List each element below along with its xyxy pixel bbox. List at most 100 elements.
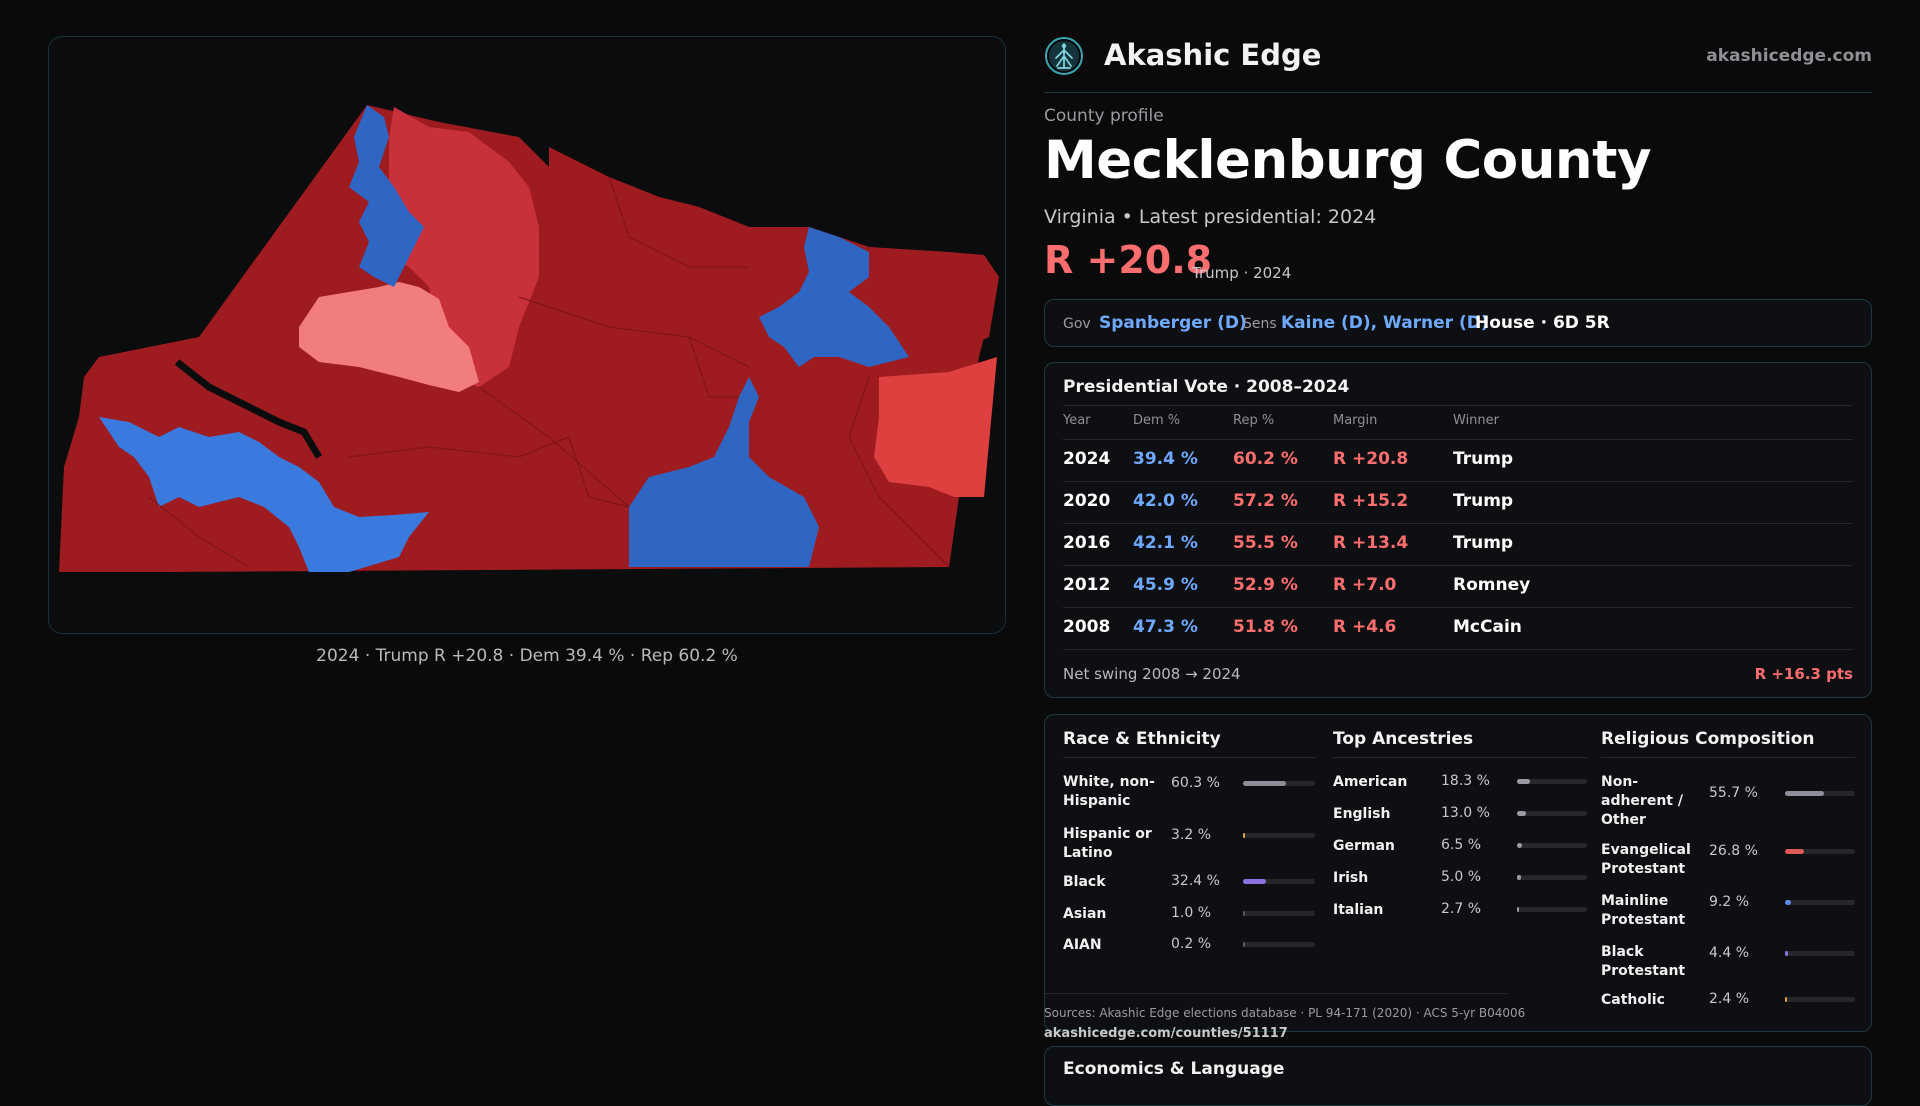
religion-title: Religious Composition xyxy=(1601,729,1815,749)
sources-link[interactable]: akashicedge.com/counties/51117 xyxy=(1044,1026,1288,1041)
race-label: Black xyxy=(1063,874,1106,890)
brand-header: Akashic Edge akashicedge.com xyxy=(1044,36,1872,93)
table-row-divider xyxy=(1063,523,1853,524)
religion-bar-fill xyxy=(1785,997,1787,1002)
ancestry-bar-fill xyxy=(1517,875,1521,880)
governor[interactable]: Spanberger (D) xyxy=(1099,313,1247,333)
row-winner: Trump xyxy=(1453,449,1514,469)
race-bar-track xyxy=(1243,879,1315,884)
map-region-dem-southwest[interactable] xyxy=(99,417,429,572)
latest-margin: R +20.8 xyxy=(1044,238,1213,282)
race-label: White, non-Hispanic xyxy=(1063,774,1155,809)
map-region-light[interactable] xyxy=(299,282,479,392)
race-value: 3.2 % xyxy=(1171,827,1212,843)
map-region-north-center[interactable] xyxy=(379,107,539,387)
race-row: Asian 1.0 % xyxy=(1063,905,1315,945)
demographics-panel: Race & Ethnicity Top Ancestries Religiou… xyxy=(1044,714,1872,1032)
tree-of-life-icon[interactable] xyxy=(1044,36,1084,76)
row-winner: Trump xyxy=(1453,491,1514,511)
header-year: Year xyxy=(1063,413,1091,428)
ancestry-bar-track xyxy=(1517,907,1587,912)
religion-bar-fill xyxy=(1785,951,1789,956)
religion-label: Catholic xyxy=(1601,992,1665,1008)
county-map-panel[interactable] xyxy=(48,36,1006,634)
race-label: Asian xyxy=(1063,906,1107,922)
row-margin: R +7.0 xyxy=(1333,575,1397,595)
map-river xyxy=(174,359,323,459)
latest-margin-note: Trump · 2024 xyxy=(1192,264,1292,282)
ancestry-row: German 6.5 % xyxy=(1333,837,1587,877)
religion-value: 55.7 % xyxy=(1709,785,1758,801)
row-year: 2012 xyxy=(1063,575,1111,595)
religion-row: Black Protestant 4.4 % xyxy=(1601,943,1855,983)
senators[interactable]: Kaine (D), Warner (D) xyxy=(1281,313,1489,333)
religion-value: 26.8 % xyxy=(1709,843,1758,859)
precinct-map[interactable] xyxy=(49,37,1006,634)
race-bar-track xyxy=(1243,833,1315,838)
divider xyxy=(1601,757,1855,758)
precinct-borders xyxy=(148,176,950,568)
brand-name[interactable]: Akashic Edge xyxy=(1104,38,1322,72)
ancestry-row: American 18.3 % xyxy=(1333,773,1587,813)
ancestry-title: Top Ancestries xyxy=(1333,729,1474,749)
ancestry-label: English xyxy=(1333,806,1391,822)
table-row-divider xyxy=(1063,607,1853,608)
map-region-dem-north[interactable] xyxy=(349,105,424,287)
map-region-dem-south[interactable] xyxy=(629,377,819,567)
divider xyxy=(1333,757,1587,758)
row-margin: R +15.2 xyxy=(1333,491,1409,511)
ancestry-bar-fill xyxy=(1517,843,1522,848)
row-dem-pct: 45.9 % xyxy=(1133,575,1198,595)
race-row: Hispanic or Latino 3.2 % xyxy=(1063,825,1315,865)
ancestry-bar-track xyxy=(1517,811,1587,816)
header-margin: Margin xyxy=(1333,413,1378,428)
religion-label: Evangelical Protestant xyxy=(1601,842,1691,877)
brand-url[interactable]: akashicedge.com xyxy=(1706,46,1872,66)
religion-row: Mainline Protestant 9.2 % xyxy=(1601,892,1855,932)
race-bar-fill xyxy=(1243,833,1246,838)
race-bar-fill xyxy=(1243,879,1267,884)
table-row-divider xyxy=(1063,565,1853,566)
row-winner: Romney xyxy=(1453,575,1531,595)
race-row: AIAN 0.2 % xyxy=(1063,936,1315,976)
ancestry-bar-fill xyxy=(1517,779,1530,784)
ancestry-bar-track xyxy=(1517,875,1587,880)
ancestry-value: 2.7 % xyxy=(1441,901,1482,917)
sources-note: Sources: Akashic Edge elections database… xyxy=(1044,1006,1526,1020)
religion-value: 4.4 % xyxy=(1709,945,1750,961)
row-winner: McCain xyxy=(1453,617,1522,637)
economics-title: Economics & Language xyxy=(1063,1059,1285,1079)
table-row-divider xyxy=(1063,481,1853,482)
race-bar-fill xyxy=(1243,942,1245,947)
race-bar-track xyxy=(1243,781,1315,786)
senators-label: Sens xyxy=(1243,316,1277,332)
map-caption: 2024 · Trump R +20.8 · Dem 39.4 % · Rep … xyxy=(316,646,738,666)
map-region-dem-northeast[interactable] xyxy=(759,227,909,367)
religion-bar-track xyxy=(1785,791,1855,796)
race-row: Black 32.4 % xyxy=(1063,873,1315,913)
house-delegation: House · 6D 5R xyxy=(1475,313,1610,333)
row-dem-pct: 47.3 % xyxy=(1133,617,1198,637)
row-dem-pct: 39.4 % xyxy=(1133,449,1198,469)
race-bar-fill xyxy=(1243,911,1245,916)
race-label: Hispanic or Latino xyxy=(1063,826,1152,861)
race-bar-track xyxy=(1243,911,1315,916)
row-rep-pct: 55.5 % xyxy=(1233,533,1298,553)
race-value: 32.4 % xyxy=(1171,873,1220,889)
religion-bar-track xyxy=(1785,900,1855,905)
religion-bar-fill xyxy=(1785,791,1824,796)
religion-bar-track xyxy=(1785,849,1855,854)
race-title: Race & Ethnicity xyxy=(1063,729,1221,749)
header-rep: Rep % xyxy=(1233,413,1275,428)
ancestry-value: 6.5 % xyxy=(1441,837,1482,853)
row-year: 2008 xyxy=(1063,617,1111,637)
ancestry-bar-fill xyxy=(1517,811,1527,816)
religion-value: 2.4 % xyxy=(1709,991,1750,1007)
religion-label: Black Protestant xyxy=(1601,944,1686,979)
map-region-east[interactable] xyxy=(509,147,999,457)
race-label: AIAN xyxy=(1063,937,1102,953)
race-bar-track xyxy=(1243,942,1315,947)
religion-bar-fill xyxy=(1785,900,1792,905)
race-row: White, non-Hispanic 60.3 % xyxy=(1063,773,1315,813)
map-region-east-light[interactable] xyxy=(874,357,997,497)
